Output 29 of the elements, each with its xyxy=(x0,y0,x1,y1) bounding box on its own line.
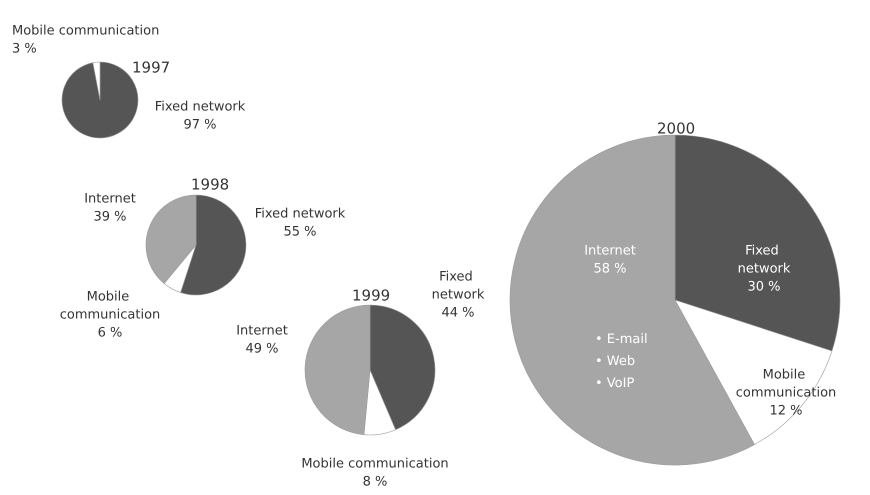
text: • Web xyxy=(595,354,636,369)
data-label: 12 % xyxy=(769,404,803,418)
text: 1997 xyxy=(132,58,170,76)
slice-label: Fixed network xyxy=(738,244,791,276)
chart-title: 1998 xyxy=(191,176,230,194)
data-label: 39 % xyxy=(93,210,127,224)
data-label: 3 % xyxy=(12,42,37,56)
data-label: 6 % xyxy=(98,326,122,340)
data-label: 8 % xyxy=(362,474,388,490)
slice-label: Internet xyxy=(236,324,288,338)
data-label: 97 % xyxy=(183,118,217,132)
text: • E-mail xyxy=(595,332,648,347)
slice-label: Mobile communication xyxy=(60,290,160,322)
data-label: 44 % xyxy=(441,306,475,320)
slice-label: Mobile communication xyxy=(12,24,160,38)
slice-label: Mobile communication xyxy=(301,456,449,472)
text: 1999 xyxy=(352,286,390,304)
slice-label: Internet xyxy=(84,192,136,206)
data-label: 58 % xyxy=(593,262,627,276)
data-label: 30 % xyxy=(747,280,781,294)
slice-label: Mobile communication xyxy=(736,368,836,400)
slice-label: Fixed network xyxy=(432,270,485,302)
slice-label: Fixed network xyxy=(254,206,346,222)
slice-label: Internet xyxy=(584,244,636,258)
text: • VoIP xyxy=(595,376,634,391)
data-label: 55 % xyxy=(283,224,317,240)
chart-title: 2000 xyxy=(657,120,696,138)
data-label: 49 % xyxy=(245,342,279,356)
slice-label: Fixed network xyxy=(154,100,246,114)
